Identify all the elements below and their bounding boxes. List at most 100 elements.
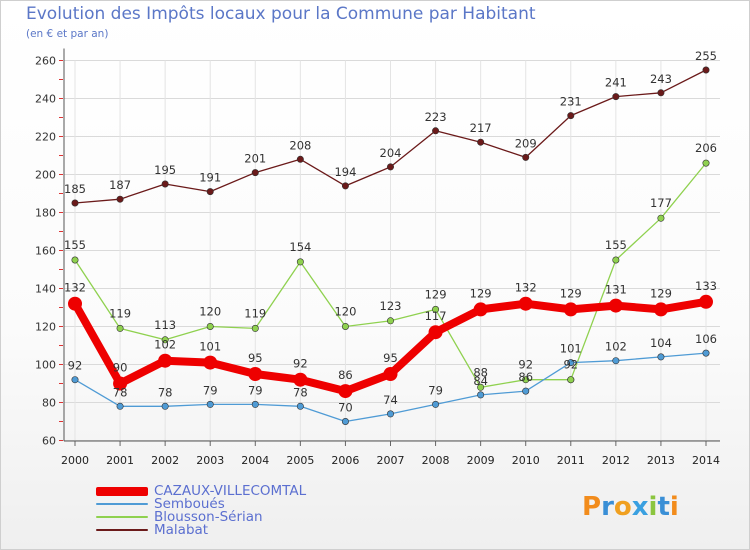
data-point	[386, 410, 394, 418]
data-point	[296, 155, 304, 163]
data-label: 86	[338, 368, 353, 382]
data-label: 102	[605, 340, 627, 354]
logo-letter: r	[601, 492, 614, 522]
legend-item: Semboués	[96, 496, 306, 512]
logo-letter: x	[631, 492, 649, 522]
data-label: 120	[199, 305, 221, 319]
data-point	[699, 294, 713, 309]
data-label: 70	[338, 401, 353, 415]
data-label: 95	[383, 351, 398, 365]
legend: CAZAUX-VILLECOMTAL Semboués Blousson-Séria…	[96, 484, 306, 537]
data-point	[432, 400, 440, 408]
data-label: 201	[244, 152, 266, 166]
data-label: 106	[695, 332, 717, 346]
data-label: 88	[473, 365, 488, 379]
data-label: 95	[248, 351, 263, 365]
data-point	[206, 400, 214, 408]
data-point	[612, 93, 620, 101]
data-point	[71, 256, 79, 264]
data-label: 231	[560, 95, 582, 109]
legend-swatch	[96, 486, 148, 496]
data-label: 187	[109, 178, 131, 192]
data-point	[702, 66, 710, 74]
x-tick-label: 2000	[61, 454, 89, 467]
data-label: 155	[605, 238, 627, 252]
data-label: 154	[289, 240, 311, 254]
data-point	[477, 383, 485, 391]
legend-swatch	[96, 529, 148, 531]
logo-letter: o	[613, 492, 632, 522]
data-point	[71, 376, 79, 384]
logo-letter: t	[657, 492, 670, 522]
data-point	[567, 376, 575, 384]
data-label: 79	[428, 383, 443, 397]
chart-title: Evolution des Impôts locaux pour la Comm…	[26, 4, 536, 24]
data-point	[296, 402, 304, 410]
data-label: 129	[425, 287, 447, 301]
data-label: 191	[199, 171, 221, 185]
data-point	[206, 188, 214, 196]
data-label: 131	[605, 283, 627, 297]
data-point	[702, 159, 710, 167]
legend-swatch	[96, 516, 148, 518]
logo-letter: P	[582, 492, 602, 522]
data-label: 129	[470, 286, 492, 300]
data-point	[383, 367, 398, 381]
legend-item: Malabat	[96, 523, 306, 537]
data-label: 209	[515, 136, 537, 150]
x-tick-label: 2004	[241, 454, 269, 467]
y-tick-label: 100	[35, 359, 56, 372]
data-label: 243	[650, 72, 672, 86]
data-label: 206	[695, 141, 717, 155]
x-tick-label: 2013	[647, 454, 675, 467]
data-label: 90	[113, 361, 128, 375]
data-label: 104	[650, 336, 672, 350]
series-line-blousson-s-rian	[74, 259, 572, 388]
data-label: 78	[113, 385, 128, 399]
data-label: 92	[293, 357, 308, 371]
y-tick-label: 60	[42, 435, 56, 448]
legend-item: Blousson-Sérian	[96, 510, 306, 524]
data-point	[116, 324, 124, 332]
data-label: 185	[64, 182, 86, 196]
data-label: 101	[560, 342, 582, 356]
data-label: 129	[560, 286, 582, 300]
y-tick-label: 260	[35, 55, 56, 68]
data-label: 129	[650, 286, 672, 300]
data-point	[161, 180, 169, 188]
data-point	[113, 376, 128, 391]
data-point	[248, 367, 263, 381]
data-point	[338, 384, 353, 399]
data-label: 223	[425, 110, 447, 124]
data-point	[251, 400, 259, 408]
data-label: 84	[473, 374, 488, 388]
data-point	[206, 322, 214, 330]
y-tick-label: 180	[35, 207, 56, 220]
data-label: 74	[383, 393, 398, 407]
series-line-blousson-s-rian	[570, 162, 707, 381]
data-point	[386, 317, 394, 325]
logo-letter: i	[669, 492, 679, 522]
data-point	[428, 325, 443, 340]
data-label: 133	[695, 279, 717, 293]
data-label: 119	[109, 306, 131, 320]
data-point	[563, 302, 578, 317]
data-point	[386, 163, 394, 171]
data-label: 255	[695, 49, 717, 63]
data-point	[341, 182, 349, 190]
x-tick-label: 2005	[286, 454, 314, 467]
data-point	[522, 387, 530, 395]
data-label: 155	[64, 238, 86, 252]
legend-label: Semboués	[154, 496, 225, 512]
legend-item: CAZAUX-VILLECOMTAL	[96, 484, 306, 498]
data-label: 208	[289, 138, 311, 152]
data-label: 177	[650, 196, 672, 210]
data-point	[161, 402, 169, 410]
data-label: 194	[334, 165, 356, 179]
data-point	[522, 153, 530, 161]
y-tick-label: 80	[42, 397, 56, 410]
data-point	[341, 322, 349, 330]
data-point	[203, 355, 218, 370]
data-point	[657, 353, 665, 361]
